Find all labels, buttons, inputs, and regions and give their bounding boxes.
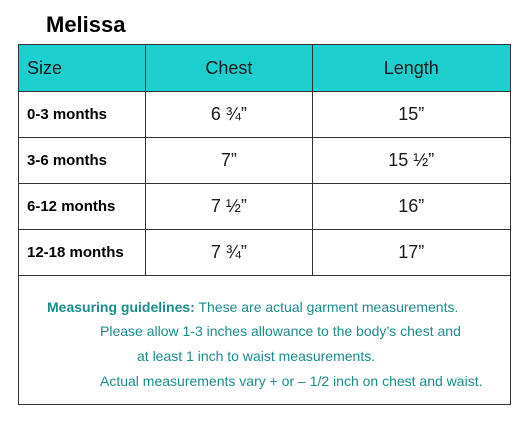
chest-cell: 7”: [145, 137, 313, 184]
header-chest: Chest: [145, 44, 313, 92]
guidelines-label: Measuring guidelines:: [47, 299, 195, 315]
length-cell: 15 ½”: [311, 137, 512, 184]
length-cell: 17”: [311, 229, 512, 276]
chest-cell: 7 ¾”: [145, 229, 313, 276]
table-row: 3-6 months 7” 15 ½”: [17, 137, 512, 184]
header-length: Length: [311, 44, 512, 92]
size-cell: 3-6 months: [17, 137, 147, 184]
length-cell: 15”: [311, 91, 512, 138]
guidelines-text-1: These are actual garment measurements.: [194, 299, 459, 315]
length-cell: 16”: [311, 183, 512, 230]
guidelines-cell: Measuring guidelines: These are actual g…: [18, 275, 511, 405]
chest-cell: 6 ¾”: [145, 91, 313, 138]
table-row: 12-18 months 7 ¾” 17”: [17, 229, 512, 276]
guidelines-row: Measuring guidelines: These are actual g…: [18, 275, 511, 405]
table-row: 0-3 months 6 ¾” 15”: [17, 91, 512, 138]
table-row: 6-12 months 7 ½” 16”: [17, 183, 512, 230]
table-header-row: Size Chest Length: [17, 44, 512, 92]
size-chart-table: Size Chest Length 0-3 months 6 ¾” 15” 3-…: [17, 44, 512, 405]
guidelines-line-4: Actual measurements vary + or – 1/2 inch…: [100, 373, 483, 389]
guidelines-line-1: Measuring guidelines: These are actual g…: [47, 299, 458, 315]
chest-cell: 7 ½”: [145, 183, 313, 230]
size-cell: 6-12 months: [17, 183, 147, 230]
size-cell: 12-18 months: [17, 229, 147, 276]
header-size: Size: [17, 44, 147, 92]
chart-title: Melissa: [46, 12, 126, 37]
guidelines-line-3: at least 1 inch to waist measurements.: [137, 348, 376, 364]
size-cell: 0-3 months: [17, 91, 147, 138]
guidelines-line-2: Please allow 1-3 inches allowance to the…: [100, 323, 461, 339]
